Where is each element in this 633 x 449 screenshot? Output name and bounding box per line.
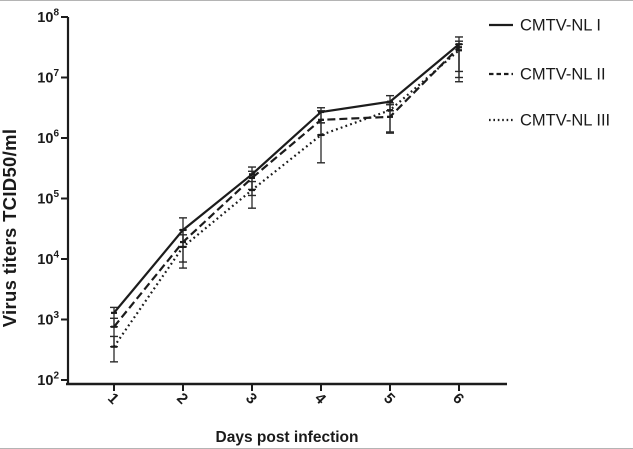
series-line-cmtv-nl-iii [113, 49, 460, 348]
series-lines [111, 43, 462, 348]
legend-item-cmtv-nl-i: CMTV-NL I [489, 17, 601, 35]
error-bar [317, 122, 325, 164]
x-axis-title: Days post infection [216, 429, 359, 446]
x-tick-label: 1 [104, 390, 122, 408]
y-tick-label: 106 [37, 129, 59, 148]
y-tick-label: 108 [37, 8, 59, 27]
x-tick-label: 2 [173, 390, 191, 408]
y-axis-title: Virus titers TCID50/ml [0, 129, 20, 328]
error-bar [110, 335, 118, 363]
legend: CMTV-NL I CMTV-NL II CMTV-NL III [489, 17, 610, 130]
legend-label: CMTV-NL I [520, 17, 601, 35]
x-tick-label: 6 [449, 390, 467, 408]
y-tick-label: 104 [37, 250, 59, 269]
y-tick-label: 107 [37, 68, 59, 87]
legend-item-cmtv-nl-ii: CMTV-NL II [489, 66, 606, 84]
legend-label: CMTV-NL II [520, 66, 606, 84]
x-tick-label: 3 [242, 390, 260, 408]
y-tick-label: 105 [37, 189, 59, 208]
figure-border-top [0, 0, 633, 1]
legend-label: CMTV-NL III [520, 112, 610, 130]
legend-item-cmtv-nl-iii: CMTV-NL III [489, 112, 610, 130]
x-tick-label: 4 [311, 390, 329, 408]
y-tick-label: 103 [37, 310, 59, 329]
x-tick-label: 5 [380, 390, 398, 408]
y-tick-label: 102 [37, 371, 59, 390]
series-line-cmtv-nl-i [113, 43, 460, 314]
axes: 102 103 104 105 106 107 108 1 2 3 4 5 6 [37, 8, 507, 408]
series-line-cmtv-nl-ii [113, 46, 460, 328]
